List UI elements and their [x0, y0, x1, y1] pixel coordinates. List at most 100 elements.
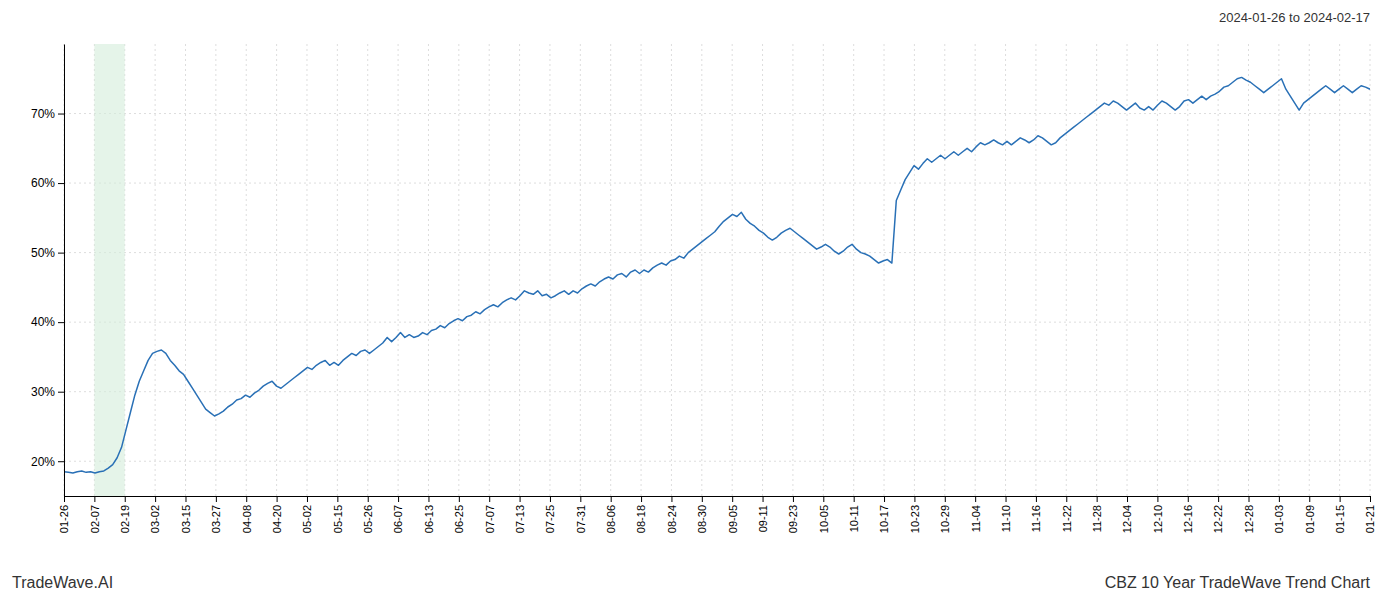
x-tick-label: 08-30: [696, 505, 708, 533]
grid-line-x: [823, 44, 824, 496]
x-tick: 11-16: [1030, 496, 1042, 532]
x-tick-label: 05-26: [362, 505, 374, 533]
grid-line-x: [489, 44, 490, 496]
x-tick-mark: [1218, 496, 1219, 502]
grid: [64, 44, 1370, 496]
grid-line-x: [306, 44, 307, 496]
x-tick: 01-26: [58, 496, 70, 533]
x-tick-mark: [155, 496, 156, 502]
x-tick-label: 05-02: [301, 505, 313, 533]
x-tick-mark: [1097, 496, 1098, 502]
grid-line-x: [762, 44, 763, 496]
y-tick: 40%: [31, 315, 64, 329]
x-tick: 08-06: [605, 496, 617, 533]
x-tick-mark: [702, 496, 703, 502]
x-tick-mark: [1309, 496, 1310, 502]
grid-line-x: [975, 44, 976, 496]
x-axis-line: [65, 496, 1371, 497]
grid-line-x: [1157, 44, 1158, 496]
x-tick-label: 10-29: [939, 505, 951, 533]
y-tick-label: 70%: [31, 107, 55, 121]
x-tick-label: 09-23: [787, 505, 799, 533]
x-tick-mark: [368, 496, 369, 502]
x-tick-mark: [489, 496, 490, 502]
grid-line-x: [1218, 44, 1219, 496]
x-tick-label: 12-22: [1212, 505, 1224, 533]
x-tick-label: 08-06: [605, 505, 617, 533]
x-tick-label: 01-15: [1334, 505, 1346, 533]
x-tick-mark: [64, 496, 65, 502]
grid-line-x: [458, 44, 459, 496]
grid-line-y: [64, 252, 1370, 253]
grid-line-x: [914, 44, 915, 496]
grid-line-x: [610, 44, 611, 496]
x-tick-label: 12-28: [1243, 505, 1255, 533]
x-tick-mark: [520, 496, 521, 502]
x-tick: 02-19: [119, 496, 131, 533]
y-tick-label: 60%: [31, 176, 55, 190]
x-tick-label: 07-13: [514, 505, 526, 533]
x-tick: 07-25: [544, 496, 556, 533]
x-tick-mark: [1127, 496, 1128, 502]
x-tick-label: 05-15: [332, 505, 344, 533]
y-tick-mark: [58, 253, 64, 254]
x-tick-mark: [246, 496, 247, 502]
x-tick: 07-31: [575, 496, 587, 533]
grid-line-x: [185, 44, 186, 496]
x-tick-mark: [337, 496, 338, 502]
grid-line-x: [944, 44, 945, 496]
grid-line-x: [1339, 44, 1340, 496]
grid-line-x: [398, 44, 399, 496]
x-tick-mark: [641, 496, 642, 502]
grid-line-x: [1187, 44, 1188, 496]
grid-line-x: [549, 44, 550, 496]
x-tick: 10-29: [939, 496, 951, 533]
x-tick: 06-25: [453, 496, 465, 533]
grid-line-y: [64, 461, 1370, 462]
x-tick: 03-27: [210, 496, 222, 533]
x-tick-label: 11-22: [1061, 505, 1073, 532]
x-tick: 12-28: [1243, 496, 1255, 533]
x-tick: 07-13: [514, 496, 526, 533]
x-tick-mark: [1157, 496, 1158, 502]
x-tick-mark: [1036, 496, 1037, 502]
grid-line-x: [884, 44, 885, 496]
plot-area: [64, 44, 1370, 496]
x-tick-label: 12-10: [1152, 505, 1164, 533]
grid-line-x: [1370, 44, 1371, 496]
x-tick: 08-18: [635, 496, 647, 533]
grid-line-x: [1005, 44, 1006, 496]
grid-line-x: [367, 44, 368, 496]
x-tick-mark: [611, 496, 612, 502]
y-tick: 60%: [31, 176, 64, 190]
grid-line-x: [1309, 44, 1310, 496]
x-tick: 09-23: [787, 496, 799, 533]
x-tick-label: 11-16: [1030, 505, 1042, 532]
grid-line-x: [428, 44, 429, 496]
grid-line-y: [64, 113, 1370, 114]
y-tick-mark: [58, 392, 64, 393]
x-tick: 04-20: [271, 496, 283, 533]
x-tick: 12-22: [1212, 496, 1224, 533]
x-tick-mark: [185, 496, 186, 502]
x-tick: 08-24: [666, 496, 678, 533]
x-tick-mark: [1066, 496, 1067, 502]
grid-line-x: [1248, 44, 1249, 496]
x-tick: 10-23: [909, 496, 921, 533]
x-tick-mark: [550, 496, 551, 502]
x-tick-label: 06-07: [392, 505, 404, 533]
x-tick-mark: [1370, 496, 1371, 502]
y-tick: 30%: [31, 385, 64, 399]
x-tick-mark: [1249, 496, 1250, 502]
x-tick-label: 10-11: [848, 505, 860, 532]
line: [64, 77, 1370, 473]
highlight-span: [94, 44, 124, 496]
x-tick: 06-13: [423, 496, 435, 533]
x-tick-mark: [1340, 496, 1341, 502]
x-tick-label: 04-08: [241, 505, 253, 533]
title: CBZ 10 Year TradeWave Trend Chart: [1105, 574, 1371, 591]
grid-line-x: [641, 44, 642, 496]
grid-line-y: [64, 183, 1370, 184]
x-tick: 10-05: [818, 496, 830, 533]
x-tick: 11-04: [970, 496, 982, 532]
